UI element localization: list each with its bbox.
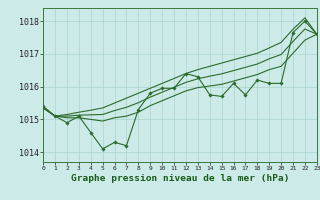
X-axis label: Graphe pression niveau de la mer (hPa): Graphe pression niveau de la mer (hPa)	[71, 174, 289, 183]
